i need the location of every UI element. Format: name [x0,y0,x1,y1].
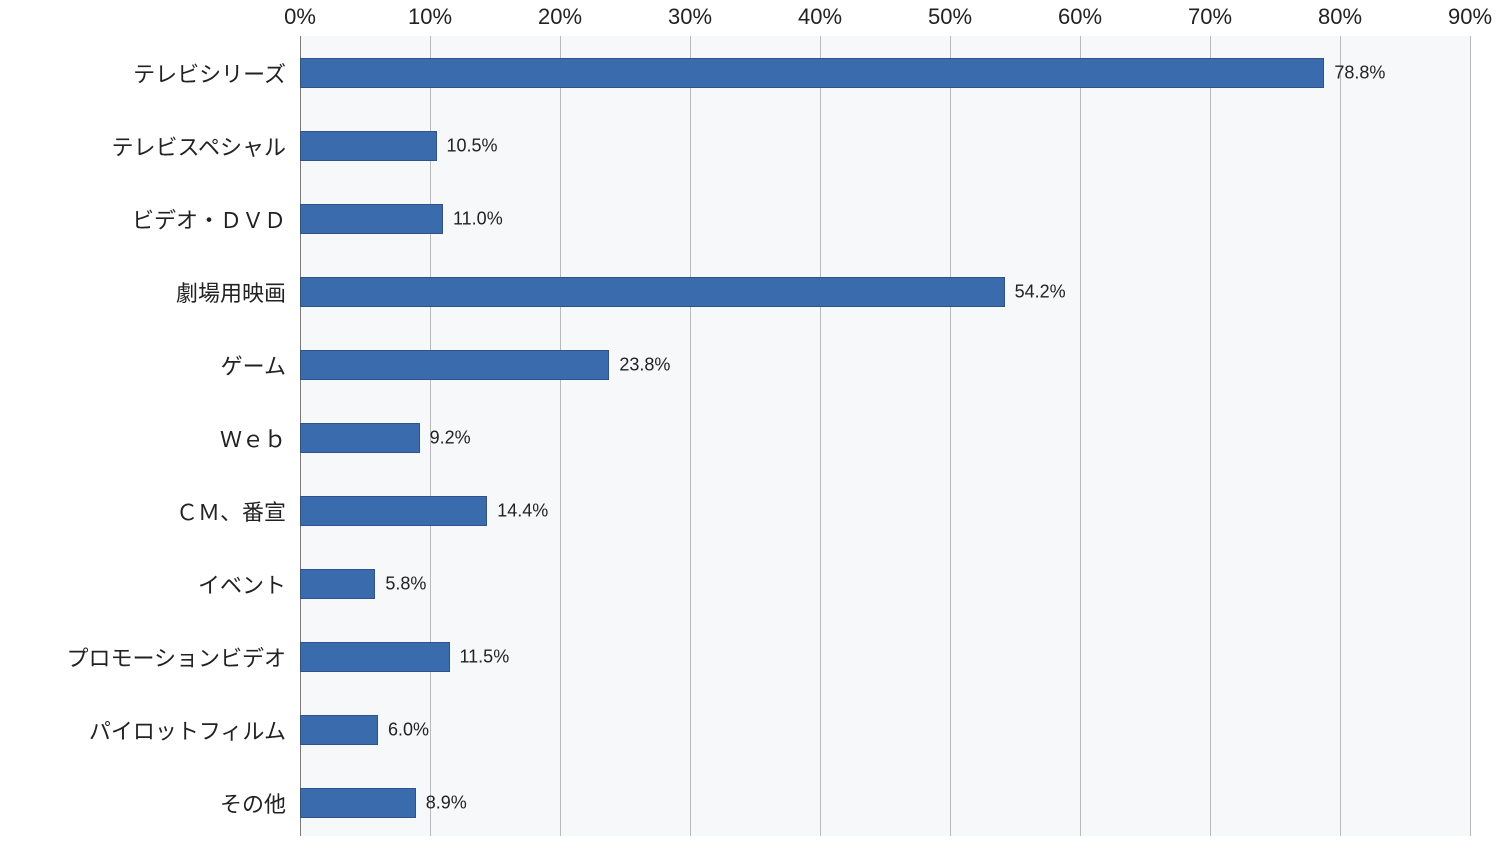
x-tick-label: 20% [538,4,582,30]
value-label: 78.8% [1324,62,1385,83]
value-label: 11.5% [450,646,510,667]
bar [300,350,609,380]
category-label: ゲーム [221,349,300,381]
value-label: 10.5% [437,135,498,156]
bar [300,788,416,818]
value-label: 14.4% [487,500,548,521]
bar-row: その他8.9% [300,766,1470,839]
bar [300,277,1005,307]
bar [300,131,437,161]
value-label: 11.0% [443,208,503,229]
bar-row: ビデオ・ＤＶＤ11.0% [300,182,1470,255]
bar [300,496,487,526]
category-label: Ｗｅｂ [220,422,300,454]
value-label: 5.8% [375,573,426,594]
bar-row: テレビシリーズ78.8% [300,36,1470,109]
plot-area: 0%10%20%30%40%50%60%70%80%90%テレビシリーズ78.8… [300,36,1470,836]
category-label: テレビスペシャル [112,130,300,162]
category-label: プロモーションビデオ [66,641,300,673]
bar [300,423,420,453]
category-label: その他 [220,787,300,819]
bar-row: イベント5.8% [300,547,1470,620]
x-tick-label: 0% [284,4,316,30]
value-label: 6.0% [378,719,429,740]
x-tick-label: 50% [928,4,972,30]
bar [300,642,450,672]
bar-row: ゲーム23.8% [300,328,1470,401]
category-label: 劇場用映画 [176,276,300,308]
category-label: イベント [198,568,300,600]
value-label: 9.2% [420,427,471,448]
bar [300,204,443,234]
bar-row: 劇場用映画54.2% [300,255,1470,328]
value-label: 23.8% [609,354,670,375]
bar [300,569,375,599]
bar-row: プロモーションビデオ11.5% [300,620,1470,693]
x-tick-label: 80% [1318,4,1362,30]
value-label: 54.2% [1005,281,1066,302]
bar-chart: 0%10%20%30%40%50%60%70%80%90%テレビシリーズ78.8… [0,0,1500,850]
x-tick-label: 90% [1448,4,1492,30]
bar [300,58,1324,88]
category-label: パイロットフィルム [89,714,300,746]
bar [300,715,378,745]
gridline [1470,36,1471,836]
x-tick-label: 10% [408,4,452,30]
category-label: ビデオ・ＤＶＤ [132,203,300,235]
x-tick-label: 60% [1058,4,1102,30]
x-tick-label: 70% [1188,4,1232,30]
bar-row: パイロットフィルム6.0% [300,693,1470,766]
x-tick-label: 30% [668,4,712,30]
bar-row: Ｗｅｂ9.2% [300,401,1470,474]
value-label: 8.9% [416,792,467,813]
category-label: ＣＭ、番宣 [176,495,300,527]
x-tick-label: 40% [798,4,842,30]
bar-row: ＣＭ、番宣14.4% [300,474,1470,547]
category-label: テレビシリーズ [133,57,300,89]
bar-row: テレビスペシャル10.5% [300,109,1470,182]
